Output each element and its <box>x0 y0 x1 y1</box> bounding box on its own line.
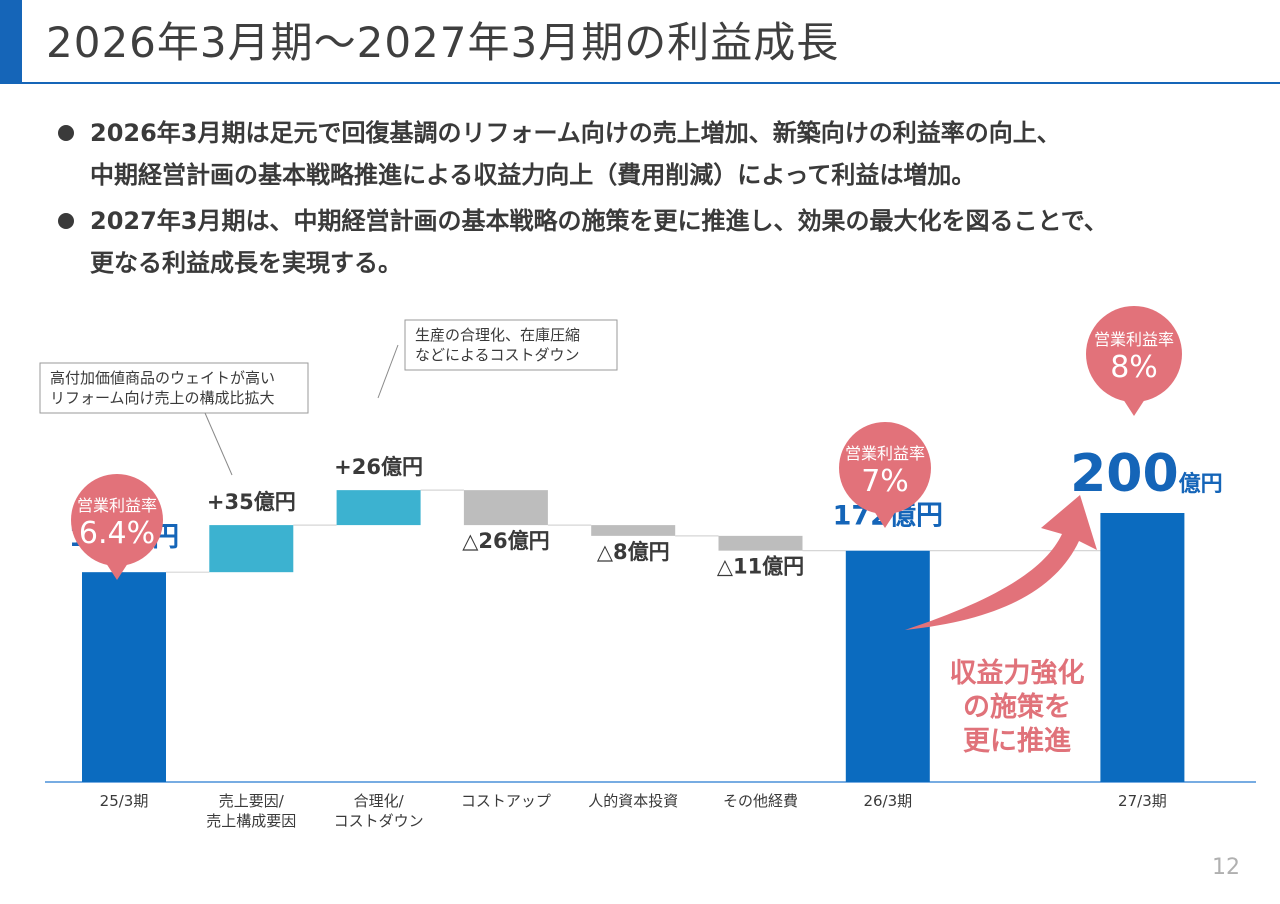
category-label: その他経費 <box>723 792 798 810</box>
bullet-dot-icon <box>58 213 74 229</box>
category-label: 25/3期 <box>100 792 149 810</box>
callout-box <box>404 319 618 371</box>
margin-badge <box>71 474 163 566</box>
category-label: 人的資本投資 <box>588 792 678 810</box>
category-label: コストダウン <box>334 812 424 830</box>
bar-decrease <box>718 535 803 551</box>
callout-text: 生産の合理化、在庫圧縮 <box>415 326 580 344</box>
arrow-caption: 収益力強化 <box>950 658 1085 689</box>
value-label: +26億円 <box>334 455 423 479</box>
bar-decrease <box>591 525 676 536</box>
value-label: △11億円 <box>717 555 804 579</box>
value-label: 200億円 <box>1070 444 1223 504</box>
growth-arrow-icon <box>905 495 1097 630</box>
title-divider <box>0 82 1280 84</box>
margin-badge-value: 8% <box>1110 350 1158 385</box>
category-label: 売上要因/ <box>219 792 285 810</box>
bullet-line: 中期経営計画の基本戦略推進による収益力向上（費用削減）によって利益は増加。 <box>90 161 976 189</box>
bar-total <box>82 572 166 782</box>
margin-badge <box>839 422 931 514</box>
bar-total <box>845 550 930 782</box>
bullet-item: 2026年3月期は足元で回復基調のリフォーム向けの売上増加、新築向けの利益率の向… <box>58 112 1258 196</box>
category-label: 合理化/ <box>354 792 405 810</box>
value-label: +35億円 <box>207 490 296 514</box>
bullet-line: 2026年3月期は足元で回復基調のリフォーム向けの売上増加、新築向けの利益率の向… <box>90 119 1061 147</box>
bar-total <box>1100 513 1185 782</box>
page-title: 2026年3月期～2027年3月期の利益成長 <box>46 18 840 67</box>
margin-badge-label: 営業利益率 <box>845 444 925 463</box>
bullet-list: 2026年3月期は足元で回復基調のリフォーム向けの売上増加、新築向けの利益率の向… <box>58 112 1258 288</box>
bullet-dot-icon <box>58 125 74 141</box>
callout-leader <box>204 412 233 476</box>
value-label: △8億円 <box>597 540 670 564</box>
margin-badge <box>1086 306 1182 402</box>
bar-increase <box>336 490 421 526</box>
callout-text: リフォーム向け売上の構成比拡大 <box>50 389 275 407</box>
bullet-line: 更なる利益成長を実現する。 <box>90 249 402 277</box>
bar-decrease <box>463 490 548 526</box>
margin-badge-label: 営業利益率 <box>77 496 157 515</box>
page-number: 12 <box>1212 855 1240 880</box>
callout-text: などによるコストダウン <box>415 346 580 364</box>
arrow-caption: 更に推進 <box>963 726 1071 757</box>
bullet-item: 2027年3月期は、中期経営計画の基本戦略の施策を更に推進し、効果の最大化を図る… <box>58 200 1258 284</box>
margin-badge-label: 営業利益率 <box>1094 330 1174 349</box>
waterfall-chart: 156億円25/3期+35億円売上要因/売上構成要因+26億円合理化/コストダウ… <box>39 306 1256 830</box>
arrow-caption: の施策を <box>963 691 1071 723</box>
callout-box <box>39 362 309 414</box>
category-label: 売上構成要因 <box>206 812 296 830</box>
margin-badge-value: 6.4% <box>79 516 155 551</box>
callout-leader <box>377 344 399 399</box>
category-label: 26/3期 <box>863 792 912 810</box>
margin-badge-value: 7% <box>861 464 909 499</box>
bar-increase <box>209 525 294 573</box>
bullet-line: 2027年3月期は、中期経営計画の基本戦略の施策を更に推進し、効果の最大化を図る… <box>90 207 1108 235</box>
category-label: 27/3期 <box>1118 792 1167 810</box>
callout-text: 高付加価値商品のウェイトが高い <box>50 369 275 387</box>
title-accent-bar <box>0 0 22 84</box>
value-label: △26億円 <box>462 529 549 553</box>
category-label: コストアップ <box>461 792 551 810</box>
